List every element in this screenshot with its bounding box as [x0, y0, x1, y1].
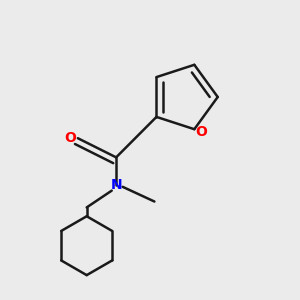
Text: O: O — [64, 131, 76, 145]
Text: O: O — [195, 124, 207, 139]
Text: N: N — [110, 178, 122, 192]
